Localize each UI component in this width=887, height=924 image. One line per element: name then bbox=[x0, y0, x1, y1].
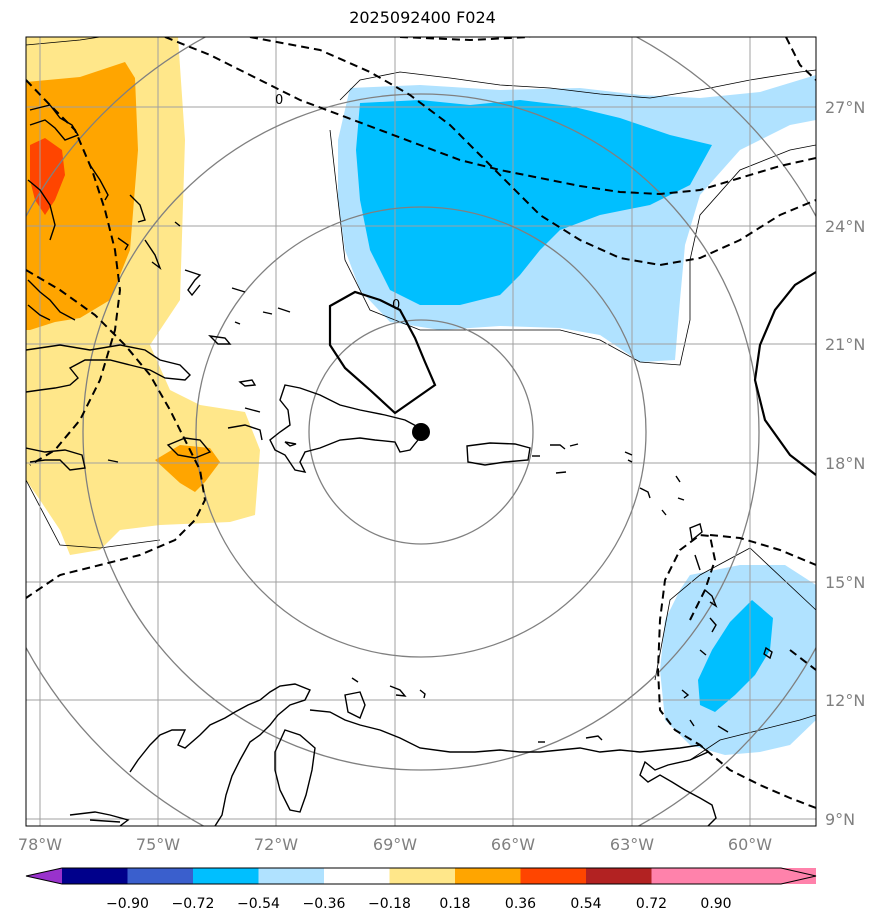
plot-frame bbox=[25, 36, 817, 827]
lat-label-21n: 21°N bbox=[825, 335, 865, 354]
colorbar-label-6: 0.18 bbox=[439, 896, 470, 912]
negative-anomaly-shading-north-medium bbox=[356, 100, 712, 305]
colorbar-label-9: 0.72 bbox=[636, 896, 667, 912]
lat-label-12n: 12°N bbox=[825, 691, 865, 710]
colorbar-segment-7 bbox=[455, 868, 521, 884]
positive-anomaly-shading-medium bbox=[26, 62, 138, 330]
lon-label-78w: 78°W bbox=[18, 835, 62, 854]
colorbar-label-2: −0.72 bbox=[172, 896, 215, 912]
lon-label-66w: 66°W bbox=[491, 835, 535, 854]
anomaly-outline-southeast bbox=[654, 547, 816, 761]
colorbar-segment-6 bbox=[389, 868, 455, 884]
lon-label-69w: 69°W bbox=[373, 835, 417, 854]
solid-contours bbox=[328, 271, 816, 476]
lon-label-63w: 63°W bbox=[610, 835, 654, 854]
anomaly-outline-north bbox=[329, 69, 816, 366]
lon-label-72w: 72°W bbox=[254, 835, 298, 854]
colorbar-segment-9 bbox=[586, 868, 652, 884]
colorbar-label-8: 0.54 bbox=[570, 896, 601, 912]
storm-center-marker bbox=[412, 423, 430, 441]
colorbar-segment-5 bbox=[324, 868, 390, 884]
colorbar-segment-1 bbox=[62, 868, 128, 884]
colorbar-segment-8 bbox=[520, 868, 586, 884]
colorbar-label-3: −0.54 bbox=[237, 896, 280, 912]
lon-label-75w: 75°W bbox=[136, 835, 180, 854]
colorbar-label-7: 0.36 bbox=[505, 896, 536, 912]
lat-label-24n: 24°N bbox=[825, 217, 865, 236]
lat-label-27n: 27°N bbox=[825, 98, 865, 117]
colorbar-segment-2 bbox=[127, 868, 193, 884]
lat-label-18n: 18°N bbox=[825, 454, 865, 473]
map-plot-area bbox=[26, 37, 816, 826]
colorbar-outline bbox=[25, 867, 817, 885]
colorbar bbox=[25, 867, 817, 885]
colorbar-label-5: −0.18 bbox=[368, 896, 411, 912]
lon-label-60w: 60°W bbox=[728, 835, 772, 854]
range-rings bbox=[26, 37, 816, 826]
graticule bbox=[26, 37, 816, 826]
colorbar-segment-10 bbox=[651, 868, 717, 884]
coastlines bbox=[26, 104, 773, 826]
anomaly-outline-west bbox=[26, 37, 161, 549]
positive-anomaly-shading-medium-south bbox=[155, 445, 220, 492]
lat-label-15n: 15°N bbox=[825, 573, 865, 592]
colorbar-label-10: 0.90 bbox=[700, 896, 731, 912]
colorbar-extend-min bbox=[26, 868, 62, 884]
contour-label-north: 0 bbox=[275, 93, 283, 108]
colorbar-segment-3 bbox=[193, 868, 259, 884]
colorbar-label-1: −0.90 bbox=[106, 896, 149, 912]
lat-label-9n: 9°N bbox=[825, 810, 855, 829]
map-title: 2025092400 F024 bbox=[349, 8, 496, 27]
colorbar-arrow-max bbox=[781, 868, 816, 884]
negative-anomaly-shading-southeast-medium bbox=[698, 600, 773, 712]
contour-label-center: 0 bbox=[392, 298, 400, 313]
colorbar-label-4: −0.36 bbox=[303, 896, 346, 912]
dashed-contours bbox=[26, 37, 816, 809]
colorbar-segment-4 bbox=[258, 868, 324, 884]
positive-anomaly-shading-strong bbox=[30, 138, 65, 215]
